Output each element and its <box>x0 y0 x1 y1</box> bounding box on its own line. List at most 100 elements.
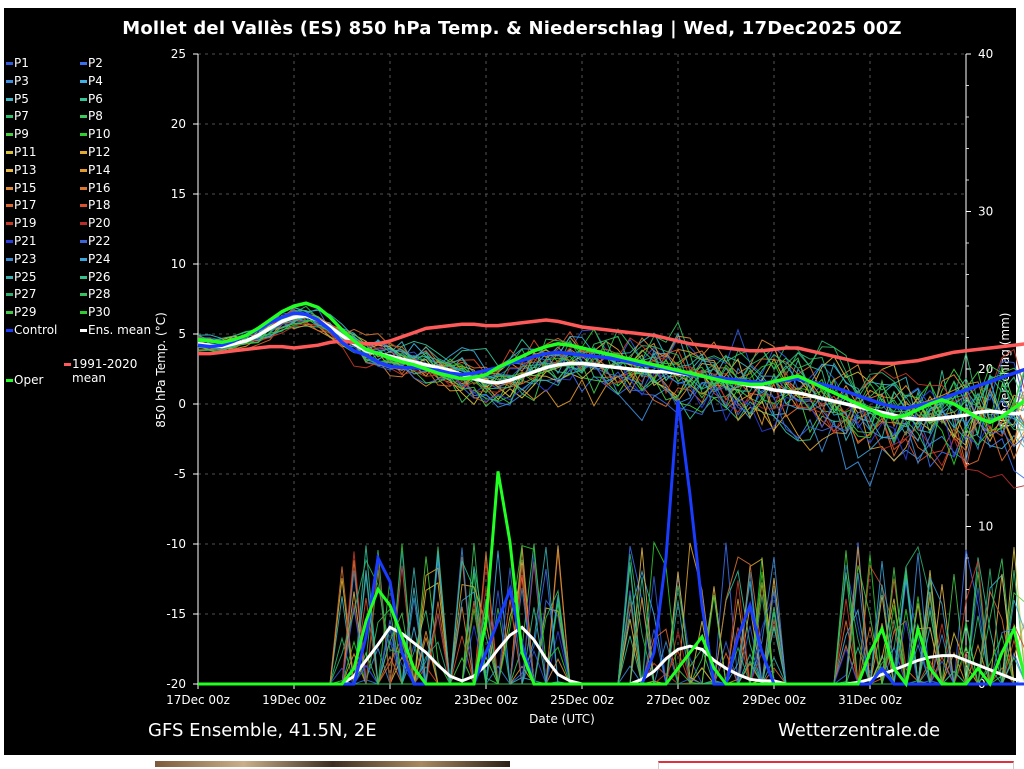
legend-label: P20 <box>88 216 111 231</box>
legend-label: P12 <box>88 145 111 159</box>
member-precip-line <box>198 546 1024 686</box>
x-tick-label: 25Dec 00z <box>550 693 614 707</box>
member-precip-line <box>198 547 1024 686</box>
legend-swatch <box>6 204 13 208</box>
y2-tick-label: 30 <box>978 205 993 219</box>
y-axis-label: 850 hPa Temp. (°C) <box>154 312 168 428</box>
legend-label: P28 <box>88 287 111 302</box>
member-precip-line <box>198 543 1024 685</box>
member-precip-line <box>198 564 1024 686</box>
temp-1991-2020-mean <box>198 318 1024 366</box>
legend-label: 1991-2020 mean <box>72 357 138 385</box>
legend-swatch <box>6 62 13 65</box>
x-tick-label: 17Dec 00z <box>166 693 230 707</box>
footer-site: Wetterzentrale.de <box>778 720 941 741</box>
advert-banner[interactable] <box>658 761 1014 769</box>
legend-label: P24 <box>88 251 111 266</box>
member-temp-line <box>197 313 1024 489</box>
member-precip-line <box>198 550 1024 686</box>
legend-swatch <box>80 168 87 172</box>
legend-swatch <box>6 133 13 137</box>
legend-swatch <box>6 115 13 119</box>
temp-oper <box>197 301 1024 425</box>
legend-label: P27 <box>14 287 37 302</box>
legend-swatch <box>80 311 87 315</box>
legend-swatch <box>6 293 13 297</box>
legend-label: P8 <box>88 109 103 124</box>
legend-label: P26 <box>88 269 111 284</box>
y-tick-label: 10 <box>171 257 186 271</box>
legend-label: P1 <box>14 56 29 70</box>
member-precip-line <box>198 567 1024 686</box>
member-precip-line <box>198 550 1024 685</box>
legend-swatch <box>6 379 13 382</box>
x-tick-label: 29Dec 00z <box>742 693 806 707</box>
y-tick-label: 20 <box>171 117 186 131</box>
legend-swatch <box>6 222 13 226</box>
y-tick-label: 25 <box>171 47 186 61</box>
legend-swatch <box>6 240 13 243</box>
legend-swatch <box>80 275 87 279</box>
legend-label: P14 <box>88 162 111 177</box>
legend-label: P21 <box>14 234 37 248</box>
legend-label: P10 <box>88 127 111 142</box>
legend-label: P9 <box>14 127 29 142</box>
legend-swatch <box>6 275 13 279</box>
legend-swatch <box>6 257 13 261</box>
member-precip-line <box>198 542 1024 685</box>
chart-title: Mollet del Vallès (ES) 850 hPa Temp. & N… <box>122 18 902 39</box>
legend-swatch <box>80 240 87 243</box>
legend-label: P25 <box>14 269 37 284</box>
y-tick-label: 5 <box>178 327 186 341</box>
legend-swatch <box>6 186 13 190</box>
legend-swatch <box>80 115 87 119</box>
legend-label: P4 <box>88 73 103 88</box>
y-tick-label: -15 <box>166 607 186 621</box>
temp-ens-mean <box>197 314 1024 422</box>
member-precip-line <box>198 545 1024 685</box>
x-tick-label: 27Dec 00z <box>646 693 710 707</box>
legend-label: Control <box>14 323 58 337</box>
legend-label: P29 <box>14 305 37 320</box>
temp-control <box>197 311 1024 410</box>
legend-swatch <box>80 97 87 101</box>
legend-swatch <box>64 363 71 366</box>
legend-label: P3 <box>14 73 29 88</box>
legend-label: P15 <box>14 180 37 195</box>
thumbnail-image[interactable] <box>155 761 510 767</box>
y-tick-label: -10 <box>166 537 186 551</box>
legend-label: P22 <box>88 234 111 248</box>
legend-label: P18 <box>88 198 111 213</box>
legend-label: P16 <box>88 180 111 195</box>
legend-label: P13 <box>14 162 37 177</box>
y2-tick-label: 20 <box>978 362 993 376</box>
member-precip-line <box>198 542 1024 685</box>
precip-ens-mean <box>198 625 1024 686</box>
y-tick-label: 15 <box>171 187 186 201</box>
member-precip-line <box>198 547 1024 686</box>
footer-source: GFS Ensemble, 41.5N, 2E <box>148 720 377 741</box>
member-temp-line <box>197 322 1024 434</box>
x-tick-label: 31Dec 00z <box>838 693 902 707</box>
member-precip-line <box>198 545 1024 686</box>
member-precip-line <box>198 545 1024 685</box>
member-precip-line <box>198 547 1024 685</box>
legend-swatch <box>6 329 13 332</box>
x-tick-label: 23Dec 00z <box>454 693 518 707</box>
legend-swatch <box>6 79 13 83</box>
legend-swatch <box>80 133 87 137</box>
legend-swatch <box>80 79 87 83</box>
legend-label: Oper <box>14 373 44 387</box>
legend: P1 P2 P3 P4 P5 P6 P7 P8 P9 P10 P11 P12 P13 P14 P15 P16 P… <box>6 56 156 396</box>
member-precip-line <box>198 550 1024 686</box>
x-tick-label: 21Dec 00z <box>358 693 422 707</box>
legend-label: P7 <box>14 109 29 124</box>
member-precip-line <box>198 540 1024 686</box>
legend-label: P11 <box>14 145 37 159</box>
x-axis-label: Date (UTC) <box>529 712 595 726</box>
x-tick-label: 19Dec 00z <box>262 693 326 707</box>
member-precip-line <box>198 545 1024 686</box>
legend-swatch <box>80 151 87 154</box>
legend-swatch <box>80 204 87 208</box>
